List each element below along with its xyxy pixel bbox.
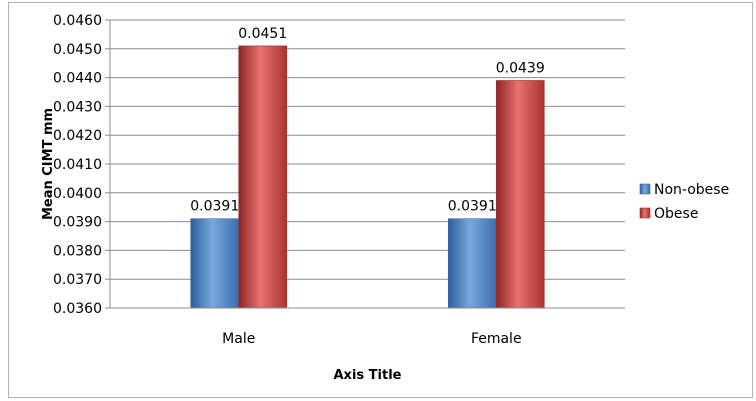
y-tick-label: 0.0420 (53, 128, 102, 144)
bar-obese-male (238, 45, 288, 309)
y-tick-label: 0.0360 (53, 301, 102, 317)
y-tick-label: 0.0370 (53, 272, 102, 288)
y-tick-label: 0.0390 (53, 215, 102, 231)
y-tick-label: 0.0410 (53, 157, 102, 173)
legend-swatch-obese (639, 207, 651, 219)
legend-label-obese: Obese (654, 206, 698, 222)
bars (190, 45, 545, 309)
data-label: 0.0439 (496, 60, 545, 76)
y-tick-label: 0.0440 (53, 71, 102, 87)
gridlines (110, 19, 625, 309)
chart-frame (8, 2, 753, 398)
bar-obese-female (495, 80, 545, 309)
y-axis-title: Mean CIMT mm (41, 108, 56, 220)
y-tick-label: 0.0380 (53, 243, 102, 259)
data-labels: 0.0391 0.0451 0.0391 0.0439 (190, 26, 545, 215)
legend-label-non-obese: Non-obese (654, 182, 729, 198)
category-label-female: Female (471, 331, 522, 347)
y-tick-label: 0.0460 (53, 13, 102, 29)
y-axis-ticks: 0.0360 0.0370 0.0380 0.0390 0.0400 0.0410 0.04… (53, 13, 110, 317)
y-tick-label: 0.0430 (53, 99, 102, 115)
y-tick-label: 0.0400 (53, 186, 102, 202)
category-labels: Male Female (222, 331, 521, 347)
data-label: 0.0391 (190, 199, 239, 215)
bar-non-obese-female (447, 218, 497, 309)
data-label: 0.0391 (448, 199, 497, 215)
data-label: 0.0451 (238, 26, 287, 42)
bar-non-obese-male (190, 218, 240, 309)
category-label-male: Male (222, 331, 255, 347)
x-axis-title: Axis Title (334, 368, 402, 383)
legend-swatch-non-obese (639, 183, 651, 195)
y-tick-label: 0.0450 (53, 42, 102, 58)
legend: Non-obese Obese (639, 182, 729, 222)
